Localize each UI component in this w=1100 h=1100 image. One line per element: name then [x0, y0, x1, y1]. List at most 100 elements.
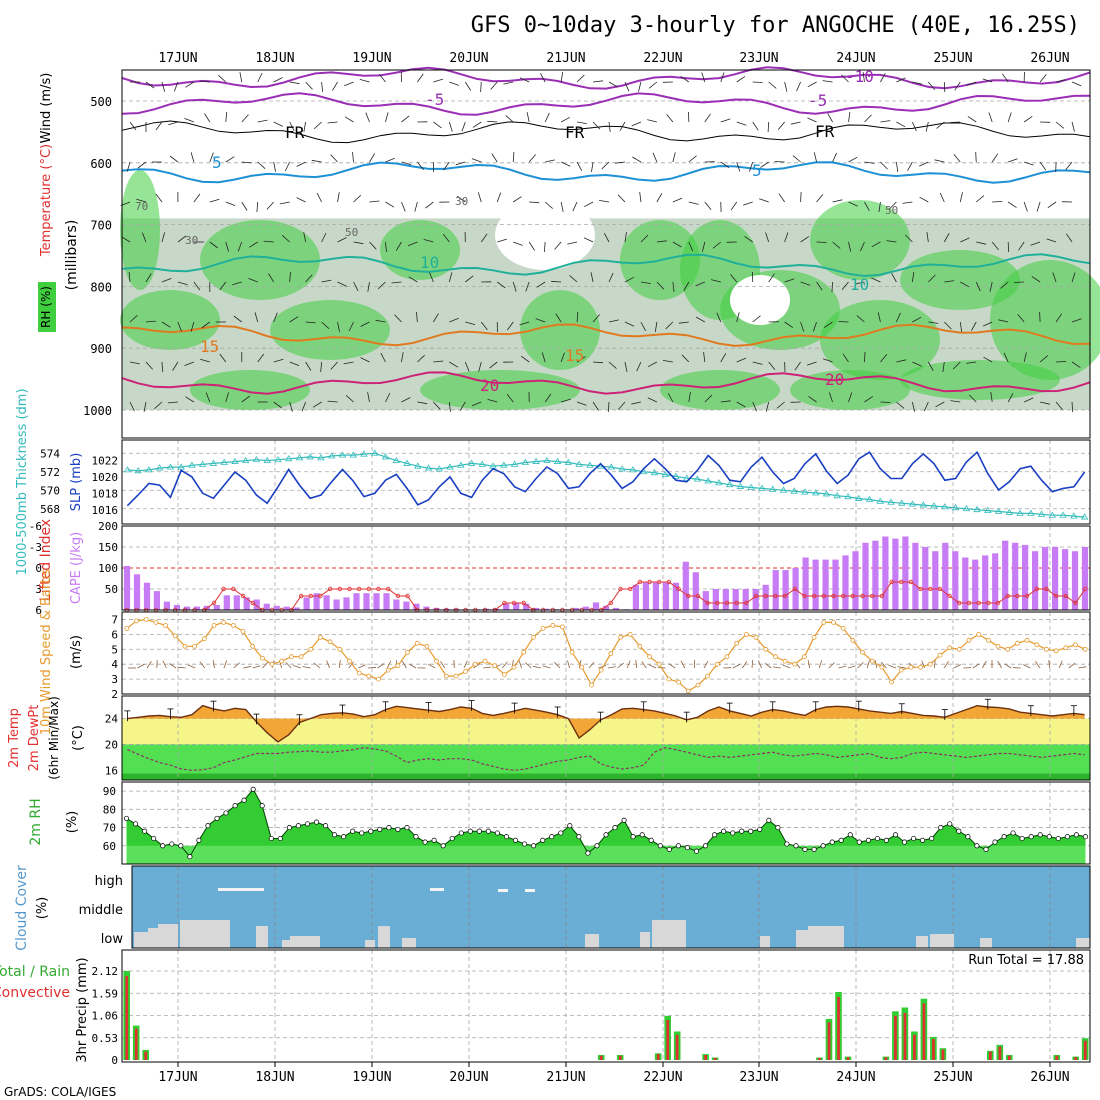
wind-barb — [752, 315, 761, 323]
lifted-index-point — [753, 593, 759, 599]
wind-barb-10m — [223, 660, 228, 669]
thickness-point — [575, 460, 583, 467]
wind-barb — [776, 401, 785, 409]
wind-speed-point — [898, 667, 904, 673]
wind-speed-point — [463, 669, 469, 674]
wind-barb — [136, 198, 147, 203]
cape-bar — [602, 605, 610, 610]
wind-barb-10m — [732, 664, 741, 669]
wind-barb — [536, 281, 546, 288]
wind-barb — [848, 156, 858, 163]
wind-barb — [607, 401, 610, 413]
wind-barb — [416, 312, 418, 323]
wind-barb — [554, 241, 562, 250]
wind-speed-point — [792, 661, 798, 667]
thickness-point — [564, 458, 573, 465]
wind-speed-point — [589, 682, 594, 688]
wind-barb — [167, 401, 178, 404]
wind-barb — [545, 159, 555, 163]
rh-tick: 90 — [103, 785, 116, 798]
wind-barb — [1065, 161, 1073, 171]
wind-barb — [864, 351, 866, 363]
wind-barb — [337, 281, 347, 287]
contour-label: 30 — [185, 234, 198, 247]
wind-barb — [572, 201, 578, 212]
wind-barb — [513, 241, 523, 246]
wind-speed-point — [656, 661, 662, 667]
x-tick-bottom: 26JUN — [1030, 1070, 1069, 1085]
wind-barb — [172, 361, 179, 371]
cape-bar — [842, 555, 849, 610]
wind-barb — [266, 201, 274, 210]
wind-barb — [129, 401, 135, 412]
wind-barb — [279, 201, 290, 205]
wind-barb — [367, 392, 370, 403]
thickness-point — [1048, 511, 1057, 518]
wind-speed-point — [744, 632, 749, 637]
thickness-point — [962, 504, 971, 512]
cape-bar — [592, 602, 600, 610]
wind-barb-10m — [453, 659, 455, 669]
wind-barb — [736, 401, 746, 408]
rh-point — [467, 828, 473, 834]
rh-point — [1028, 834, 1034, 840]
lifted-index-point — [618, 586, 623, 592]
wind-barb — [912, 121, 917, 132]
wind-barb — [966, 81, 977, 86]
wind-barb — [193, 281, 201, 291]
cape-bar — [573, 607, 580, 610]
thickness-point — [414, 462, 422, 469]
lifted-index-point — [1005, 593, 1010, 599]
pressure-tick: 900 — [90, 342, 112, 356]
lifted-index-point — [1082, 586, 1088, 592]
pressure-axis-title: (millibars) — [64, 220, 80, 291]
wind-barb — [702, 241, 706, 252]
cloud-level-high: high — [95, 874, 123, 889]
wind-barb — [592, 80, 604, 83]
wind-barb-10m — [617, 662, 625, 669]
lifted-index-point — [405, 593, 410, 599]
wind-barb — [273, 358, 284, 363]
wind-barb — [752, 121, 759, 131]
wind-barb-10m — [982, 660, 987, 669]
wind-barb-10m — [972, 663, 980, 669]
wind-barb — [560, 116, 571, 123]
wind-barb — [429, 272, 434, 283]
wind-barb — [583, 237, 594, 243]
thickness-point — [650, 468, 659, 476]
wind-speed-point — [860, 649, 865, 655]
wind-barb — [193, 193, 201, 203]
wind-barb — [443, 161, 450, 171]
contour-label: -5 — [425, 90, 444, 109]
precip-convective-bar — [903, 1013, 907, 1060]
lifted-index-point — [715, 600, 720, 606]
x-tick-top: 25JUN — [933, 51, 972, 66]
wind-speed-point — [230, 623, 236, 628]
wind-speed-point — [676, 679, 681, 685]
wind-barb — [145, 273, 152, 283]
rh-region — [420, 370, 580, 410]
x-tick-top: 18JUN — [255, 51, 294, 66]
thickness-point — [328, 452, 336, 459]
wind-barb — [129, 361, 140, 365]
wind-barb — [712, 241, 722, 249]
precip-convective-bar — [846, 1057, 850, 1060]
wind-barb — [942, 361, 945, 372]
wind-speed-point — [453, 673, 459, 679]
wind-speed-point — [298, 654, 304, 660]
rh-tick: 60 — [103, 840, 116, 853]
dewpt-axis-title: 2m DewPt — [27, 705, 42, 772]
lifted-index-point — [1044, 586, 1049, 592]
thickness-point — [865, 495, 874, 502]
contour-line — [121, 120, 1091, 144]
thickness-point — [994, 507, 1003, 514]
wind-speed-point — [1015, 640, 1020, 646]
rh-point — [974, 843, 980, 849]
lifted-index-tick: 0 — [35, 562, 42, 575]
rh-region — [200, 220, 320, 300]
wind-barb — [640, 234, 649, 243]
wind-barb — [348, 321, 354, 332]
rh-point — [512, 837, 519, 843]
wind-barb — [320, 361, 322, 373]
wind-speed-point — [647, 654, 652, 660]
